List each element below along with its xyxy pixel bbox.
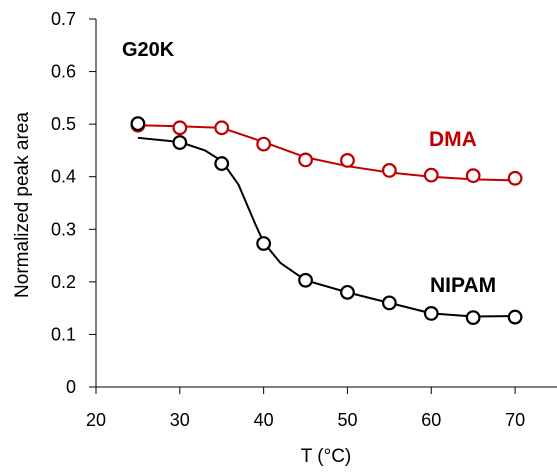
dma-data-point	[172, 120, 188, 136]
nipam-data-point	[507, 309, 523, 325]
x-tick-label: 40	[254, 410, 274, 430]
plot-area	[95, 19, 557, 388]
nipam-series-label: NIPAM	[430, 274, 496, 297]
nipam-data-point	[340, 284, 355, 300]
nipam-series	[130, 116, 523, 326]
dma-series-line	[137, 124, 516, 182]
y-axis-ticks: 0 0.1 0.2 0.3 0.4 0.5 0.6 0.7	[51, 9, 96, 397]
dma-data-point	[214, 120, 230, 136]
dma-data-point	[381, 163, 397, 178]
nipam-data-point	[423, 306, 439, 321]
x-tick-label: 50	[337, 410, 357, 430]
nipam-data-point	[381, 295, 397, 311]
y-tick-label: 0.7	[51, 9, 76, 29]
dma-data-point	[465, 168, 481, 184]
x-tick-label: 20	[86, 410, 106, 430]
dma-data-point	[507, 170, 523, 186]
dma-series-label: DMA	[429, 128, 477, 151]
nipam-data-point	[214, 156, 230, 171]
x-tick-label: 70	[505, 410, 525, 430]
y-axis-title: Normalized peak area	[12, 112, 33, 298]
dma-data-point	[256, 136, 272, 152]
y-tick-label: 0.2	[51, 272, 76, 292]
x-tick-label: 60	[421, 410, 441, 430]
y-tick-label: 0.6	[51, 62, 76, 82]
x-axis-title: T (°C)	[301, 446, 352, 467]
y-tick-label: 0.3	[51, 219, 76, 239]
nipam-data-point	[256, 236, 272, 251]
nipam-data-point	[465, 310, 481, 326]
y-tick-label: 0.5	[51, 114, 76, 134]
y-tick-label: 0.4	[51, 167, 76, 187]
dma-data-point	[298, 152, 313, 168]
x-tick-label: 30	[170, 410, 190, 430]
x-axis-ticks: 20 30 40 50 60 70	[86, 387, 525, 430]
dma-data-point	[340, 153, 355, 168]
series-layer	[130, 116, 523, 326]
dma-data-point	[423, 167, 439, 183]
y-tick-label: 0	[66, 377, 76, 397]
nipam-data-point	[172, 135, 188, 150]
nipam-data-point	[130, 116, 146, 132]
series-labels: DMA NIPAM	[429, 128, 496, 297]
y-tick-label: 0.1	[51, 324, 76, 344]
nipam-data-point	[298, 272, 313, 288]
annotation-label: G20K	[122, 39, 175, 61]
